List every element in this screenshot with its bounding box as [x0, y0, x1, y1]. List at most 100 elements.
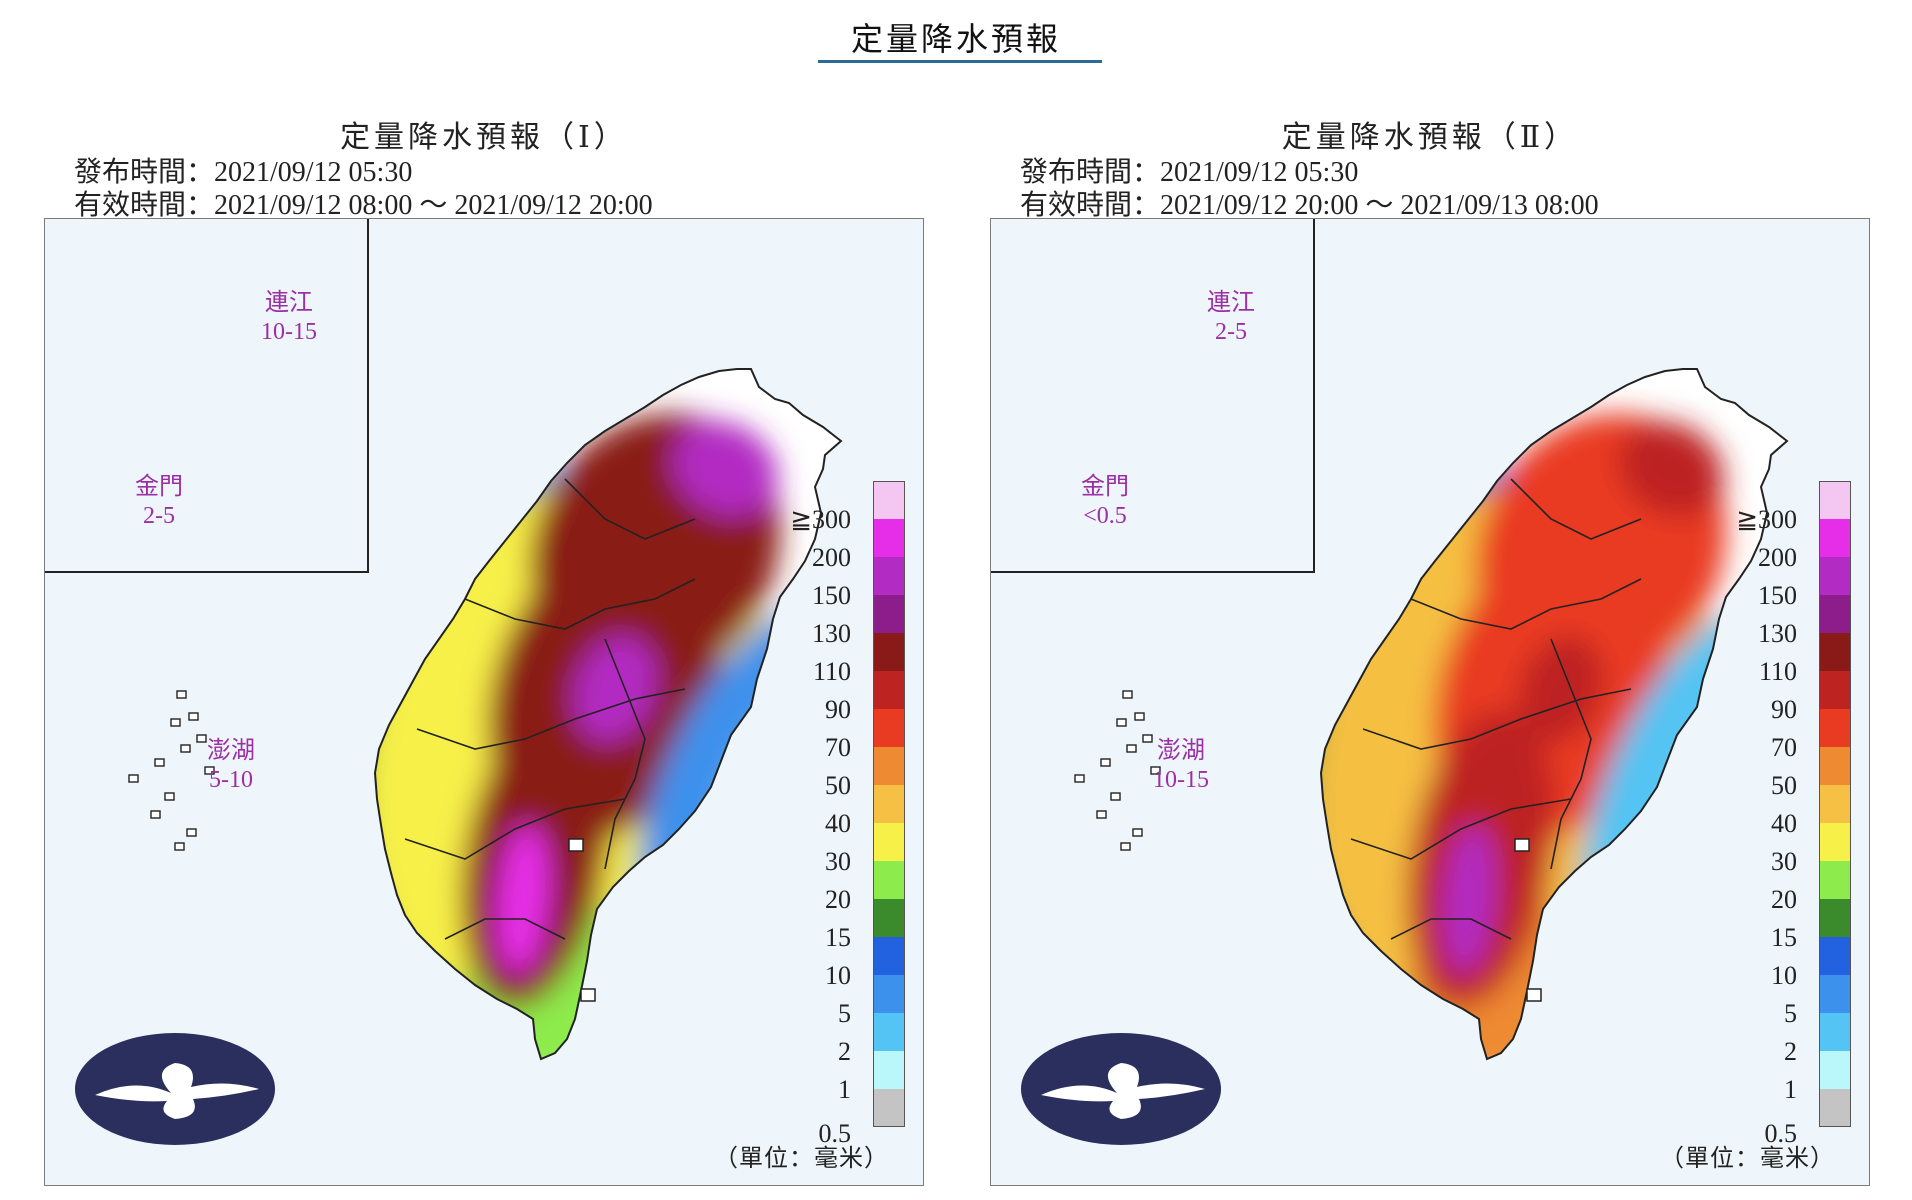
- title-underline: [818, 60, 1102, 63]
- legend-swatch: [1819, 557, 1851, 595]
- legend-label: 40: [1771, 809, 1797, 838]
- valid-time: 有效時間：2021/09/12 08:00 ～ 2021/09/12 20:00: [74, 190, 653, 221]
- legend-label: 15: [825, 923, 851, 952]
- green-island: [568, 838, 584, 852]
- rain-area-north-peak: [1618, 421, 1724, 517]
- legend-swatch: [873, 671, 905, 709]
- island-label-kinmen: 金門 2-5: [135, 473, 183, 531]
- legend-label: 90: [1771, 695, 1797, 724]
- island-name: 澎湖: [207, 738, 255, 764]
- island-name: 金門: [1081, 474, 1129, 500]
- island-value: 2-5: [143, 503, 175, 529]
- legend-swatch: [1819, 975, 1851, 1013]
- penghu-islands: [128, 690, 215, 851]
- map-title: 定量降水預報（Ⅱ）: [1281, 121, 1579, 154]
- legend-label: 130: [1758, 619, 1797, 648]
- legend-swatch: [873, 937, 905, 975]
- taiwan-coastline: [1319, 368, 1789, 1061]
- cwb-logo-icon: [1021, 1033, 1221, 1145]
- legend-label: 20: [825, 885, 851, 914]
- legend-color-bar: [873, 481, 905, 1127]
- legend-swatch: [1819, 899, 1851, 937]
- legend-swatch: [1819, 823, 1851, 861]
- legend-swatch: [1819, 1089, 1851, 1127]
- legend-label: 5: [1784, 999, 1797, 1028]
- legend-label: 30: [825, 847, 851, 876]
- island-label-penghu: 澎湖 5-10: [207, 737, 255, 795]
- legend-swatch: [1819, 747, 1851, 785]
- county-boundaries: [1350, 478, 1642, 940]
- legend-swatch: [873, 747, 905, 785]
- green-island: [1514, 838, 1530, 852]
- legend-label: ≧300: [1736, 505, 1797, 534]
- legend-swatch: [1819, 709, 1851, 747]
- legend-swatch: [873, 1013, 905, 1051]
- island-value: 2-5: [1215, 319, 1247, 345]
- legend-label: 50: [825, 771, 851, 800]
- unit-label: （單位：毫米）: [714, 1146, 889, 1172]
- legend-label: 150: [812, 581, 851, 610]
- legend-color-bar: [1819, 481, 1851, 1127]
- legend-label: 40: [825, 809, 851, 838]
- matsu-kinmen-inset: [991, 219, 1315, 573]
- legend-label: 0.5: [818, 1119, 852, 1148]
- legend-swatch: [873, 1089, 905, 1127]
- legend-label: 1: [838, 1075, 851, 1104]
- legend-swatch: [873, 975, 905, 1013]
- map-title: 定量降水預報（Ⅰ）: [340, 121, 628, 154]
- island-label-kinmen: 金門 <0.5: [1081, 473, 1129, 531]
- rain-area-north-peak: [672, 421, 778, 517]
- legend-label: 20: [1771, 885, 1797, 914]
- orchid-island: [580, 988, 596, 1002]
- precipitation-map: [54, 258, 843, 1145]
- island-value: 10-15: [261, 319, 317, 345]
- legend-swatch: [1819, 481, 1851, 519]
- rain-area-south-peak: [1442, 824, 1496, 974]
- legend-label: 150: [1758, 581, 1797, 610]
- legend-label: 15: [1771, 923, 1797, 952]
- map-frame: 連江 2-5 金門 <0.5 澎湖 10-15 ≧300 200 150 130 110…: [990, 218, 1870, 1186]
- island-name: 澎湖: [1157, 738, 1205, 764]
- legend-swatch: [1819, 519, 1851, 557]
- legend-swatch: [873, 1051, 905, 1089]
- island-name: 連江: [265, 290, 313, 316]
- orchid-island: [1526, 988, 1542, 1002]
- legend-swatch: [1819, 1013, 1851, 1051]
- island-name: 金門: [135, 474, 183, 500]
- legend-label: 90: [825, 695, 851, 724]
- legend-label: 130: [812, 619, 851, 648]
- legend-label: ≧300: [790, 505, 851, 534]
- rain-area-south-peak: [496, 824, 550, 974]
- legend-label: 2: [838, 1037, 851, 1066]
- legend-label: 110: [1758, 657, 1797, 686]
- legend-label: 2: [1784, 1037, 1797, 1066]
- map-frame: 連江 10-15 金門 2-5 澎湖 5-10 ≧300 200 150 130 110…: [44, 218, 924, 1186]
- island-value: <0.5: [1083, 503, 1127, 529]
- legend-swatch: [873, 861, 905, 899]
- forecast-panel-1: 定量降水預報（Ⅰ） 發布時間：2021/09/12 05:30 有效時間：202…: [44, 100, 924, 1190]
- unit-label: （單位：毫米）: [1660, 1146, 1835, 1172]
- island-label-penghu: 澎湖 10-15: [1153, 737, 1209, 795]
- legend-label: 30: [1771, 847, 1797, 876]
- county-boundaries: [404, 478, 696, 940]
- matsu-kinmen-inset: [45, 219, 369, 573]
- penghu-islands: [1074, 690, 1161, 851]
- forecast-panel-2: 定量降水預報（Ⅱ） 發布時間：2021/09/12 05:30 有效時間：202…: [990, 100, 1870, 1190]
- legend-swatch: [1819, 861, 1851, 899]
- legend-swatch: [873, 899, 905, 937]
- issue-time: 發布時間：2021/09/12 05:30: [1020, 157, 1359, 188]
- island-label-lienchiang: 連江 2-5: [1207, 289, 1255, 347]
- legend-swatch: [873, 481, 905, 519]
- issue-time: 發布時間：2021/09/12 05:30: [74, 157, 413, 188]
- legend-swatch: [1819, 937, 1851, 975]
- legend-swatch: [873, 785, 905, 823]
- legend-label: 0.5: [1764, 1119, 1798, 1148]
- legend-swatch: [1819, 1051, 1851, 1089]
- legend-swatch: [1819, 633, 1851, 671]
- legend-swatch: [873, 557, 905, 595]
- valid-time: 有效時間：2021/09/12 20:00 ～ 2021/09/13 08:00: [1020, 190, 1599, 221]
- legend-label: 10: [1771, 961, 1797, 990]
- legend-label: 70: [825, 733, 851, 762]
- legend-swatch: [1819, 785, 1851, 823]
- legend-swatch: [1819, 671, 1851, 709]
